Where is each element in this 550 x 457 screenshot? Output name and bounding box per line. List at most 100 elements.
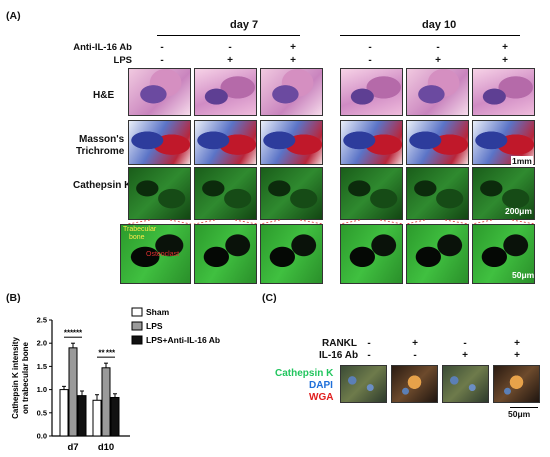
ab-sign: - xyxy=(436,42,440,53)
il16-row-label: IL-16 Ab xyxy=(319,350,359,361)
x-tick-label: d10 xyxy=(98,442,114,453)
significance-label: ** xyxy=(98,349,105,358)
cathepsin-image xyxy=(128,167,191,220)
dapi-stain-label: DAPI xyxy=(309,380,333,391)
if-image xyxy=(340,365,387,403)
scale-bar-200um-label: 200μm xyxy=(505,206,532,216)
il16-sign: - xyxy=(367,350,371,361)
zoom-image xyxy=(472,224,535,284)
lps-sign: - xyxy=(368,55,372,66)
y-tick-label: 2.0 xyxy=(37,339,47,348)
group-day10-label: day 10 xyxy=(422,19,457,31)
lps-row-label: LPS xyxy=(113,55,132,66)
significance-label: *** xyxy=(73,329,83,338)
y-tick-label: 2.5 xyxy=(37,316,47,325)
scale-bar-50um-label: 50μm xyxy=(512,270,535,280)
y-tick-label: 0.5 xyxy=(37,408,47,417)
cathepsin-image xyxy=(340,167,403,220)
bar-chart: 0.0 0.5 1.0 1.5 2.0 2.5 Cathepsin K intensityo… xyxy=(11,307,220,453)
lps-sign: - xyxy=(160,55,164,66)
masson-image xyxy=(340,120,403,165)
ab-sign: + xyxy=(502,42,508,53)
significance-label: *** xyxy=(64,329,74,338)
lps-sign: + xyxy=(290,55,296,66)
ab-sign: - xyxy=(228,42,232,53)
masson-image xyxy=(260,120,323,165)
cathepsin-image xyxy=(406,167,469,220)
y-axis-label: Cathepsin K intensityon trabecular bone xyxy=(11,337,30,419)
bar xyxy=(101,367,111,437)
legend-label: Sham xyxy=(146,307,170,317)
trabecular-text-1: Trabecular xyxy=(123,226,157,233)
group-day7-line xyxy=(157,35,300,36)
zoom-image xyxy=(120,224,191,284)
zoom-image xyxy=(406,224,469,284)
rankl-sign: - xyxy=(463,338,467,349)
zoom-image xyxy=(194,224,257,284)
scale-bar-line xyxy=(510,407,538,408)
y-tick-label: 1.5 xyxy=(37,362,47,371)
legend-swatch xyxy=(131,335,143,345)
rankl-sign: + xyxy=(514,338,520,349)
masson-image xyxy=(406,120,469,165)
rankl-row-label: RANKL xyxy=(322,338,357,349)
legend-label: LPS xyxy=(146,321,163,331)
masson-image xyxy=(128,120,191,165)
scale-bar-1mm-label: 1mm xyxy=(511,156,533,166)
legend-label: LPS+Anti-IL-16 Ab xyxy=(146,335,220,345)
he-image xyxy=(194,68,257,116)
trabecular-annotation: Trabecular bone xyxy=(123,226,156,242)
legend-swatch xyxy=(131,307,143,317)
he-image xyxy=(260,68,323,116)
rankl-sign: + xyxy=(412,338,418,349)
lps-sign: + xyxy=(435,55,441,66)
ab-sign: - xyxy=(160,42,164,53)
lps-sign: + xyxy=(502,55,508,66)
if-image xyxy=(442,365,489,403)
legend-swatch xyxy=(131,321,143,331)
il16-sign: + xyxy=(462,350,468,361)
x-tick-label: d7 xyxy=(67,442,78,453)
osteoclast-annotation: Osteoclast xyxy=(146,251,180,258)
group-day10-line xyxy=(340,35,520,36)
he-image xyxy=(472,68,535,116)
y-tick-label: 0.0 xyxy=(37,432,47,441)
cathepsin-image xyxy=(194,167,257,220)
zoom-image xyxy=(260,224,323,284)
panel-b-label: (B) xyxy=(6,292,21,304)
cathepsin-row-label: Cathepsin K xyxy=(73,180,132,191)
he-image xyxy=(406,68,469,116)
group-day7-label: day 7 xyxy=(230,19,259,31)
rankl-sign: - xyxy=(367,338,371,349)
masson-row-label-1: Masson's xyxy=(79,134,125,145)
masson-image xyxy=(194,120,257,165)
significance-label: *** xyxy=(106,349,116,358)
ab-row-label: Anti-IL-16 Ab xyxy=(73,42,132,53)
ab-sign: + xyxy=(290,42,296,53)
cathepsin-image xyxy=(472,167,535,220)
wga-stain-label: WGA xyxy=(309,392,334,403)
bar xyxy=(92,399,102,437)
y-tick-label: 1.0 xyxy=(37,385,47,394)
cathepsin-image xyxy=(260,167,323,220)
lps-sign: + xyxy=(227,55,233,66)
bar xyxy=(77,395,87,437)
il16-sign: + xyxy=(514,350,520,361)
zoom-image xyxy=(340,224,403,284)
cathepsin-stain-label: Cathepsin K xyxy=(275,368,334,379)
if-image xyxy=(493,365,540,403)
masson-row-label-2: Trichrome xyxy=(76,146,125,157)
panel-c-label: (C) xyxy=(262,292,277,304)
bar xyxy=(68,347,78,437)
he-image xyxy=(340,68,403,116)
trabecular-text-2: bone xyxy=(129,234,145,241)
il16-sign: - xyxy=(413,350,417,361)
ab-sign: - xyxy=(368,42,372,53)
if-image xyxy=(391,365,438,403)
masson-image xyxy=(472,120,535,165)
he-row-label: H&E xyxy=(93,90,115,101)
panel-a-label: (A) xyxy=(6,10,21,22)
scale-bar-50um-c-label: 50μm xyxy=(508,409,531,419)
bar xyxy=(110,396,120,437)
